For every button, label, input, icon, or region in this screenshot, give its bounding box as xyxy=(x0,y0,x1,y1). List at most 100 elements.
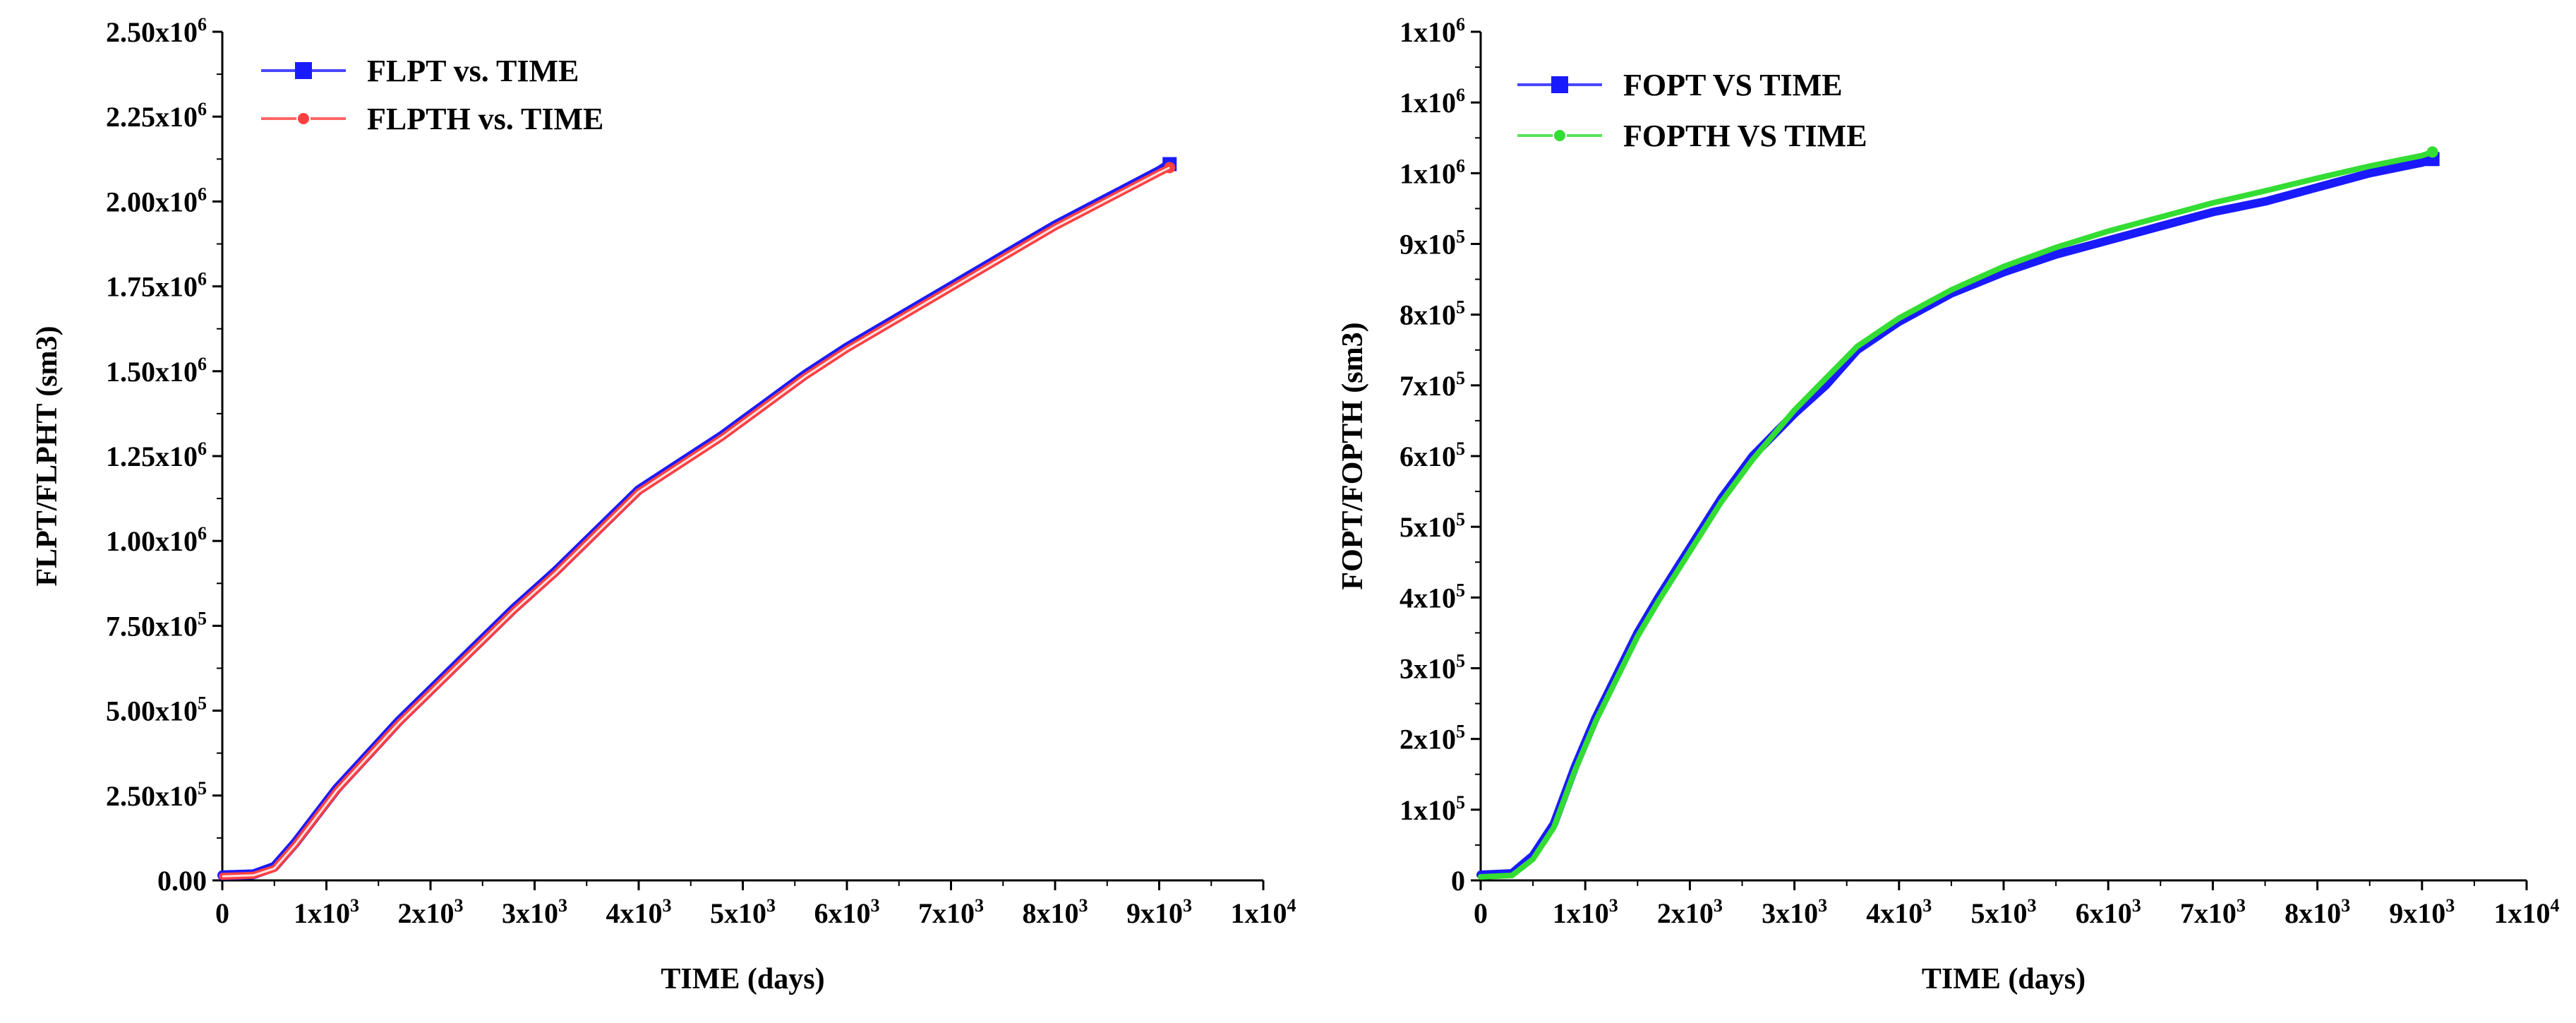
y-tick-label: 1x105 xyxy=(1400,792,1465,826)
x-tick-label-exp: 3 xyxy=(350,895,359,916)
y-tick-label-base: 3x10 xyxy=(1400,653,1456,685)
x-tick-label: 6x103 xyxy=(814,895,880,929)
x-tick-label-exp: 3 xyxy=(2341,895,2350,916)
x-tick-label-exp: 3 xyxy=(975,895,984,916)
x-tick-label: 5x103 xyxy=(710,895,776,929)
y-tick-label-base: 6x10 xyxy=(1400,441,1456,472)
x-tick-label-exp: 3 xyxy=(558,895,567,916)
y-tick-label-exp: 5 xyxy=(198,608,207,628)
y-tick-label: 5x105 xyxy=(1400,509,1465,543)
x-tick-label-base: 4x10 xyxy=(606,897,663,929)
x-tick-label-exp: 3 xyxy=(1183,895,1192,916)
y-tick-label-exp: 6 xyxy=(1456,14,1465,35)
series-line-1 xyxy=(217,159,1175,880)
y-tick-label: 1x106 xyxy=(1400,14,1465,48)
x-tick-label-base: 2x10 xyxy=(1657,897,1714,929)
x-tick-label-base: 5x10 xyxy=(710,897,766,929)
y-tick-label-exp: 5 xyxy=(1456,438,1465,459)
series-line-2 xyxy=(219,164,1174,880)
x-tick-label-base: 3x10 xyxy=(502,897,558,929)
x-tick-label-base: 1x10 xyxy=(2494,897,2551,929)
y-tick-label: 2.25x106 xyxy=(106,99,207,133)
legend-circle-marker xyxy=(296,112,311,126)
y-tick-label: 8x105 xyxy=(1400,297,1465,331)
x-tick-label-exp: 3 xyxy=(1818,895,1827,916)
y-tick-label-exp: 6 xyxy=(198,438,207,459)
x-tick-label-base: 1x10 xyxy=(294,897,350,929)
y-tick-label: 7x105 xyxy=(1400,368,1465,402)
x-tick-label: 4x103 xyxy=(606,895,672,929)
x-tick-label: 6x103 xyxy=(2076,895,2141,929)
x-tick-label-base: 2x10 xyxy=(398,897,455,929)
x-tick-label: 3x103 xyxy=(502,895,567,929)
x-tick-label-base: 9x10 xyxy=(1126,897,1183,929)
x-tick-label-exp: 3 xyxy=(1079,895,1088,916)
y-tick-label-base: 5x10 xyxy=(1400,511,1456,543)
x-tick-label: 1x103 xyxy=(294,895,359,929)
y-tick-label-exp: 6 xyxy=(1456,85,1465,105)
y-tick-label-base: 1.25x10 xyxy=(106,441,198,472)
x-tick-label-base: 7x10 xyxy=(918,897,975,929)
y-tick-label-base: 2.00x10 xyxy=(106,186,198,217)
y-axis-title: FLPT/FLPHT (sm3) xyxy=(31,325,64,586)
x-tick-label-exp: 4 xyxy=(1287,895,1296,916)
x-tick-label: 1x103 xyxy=(1553,895,1618,929)
y-tick-label-base: 1x10 xyxy=(1400,157,1456,189)
y-tick-label: 2x105 xyxy=(1400,722,1465,755)
x-tick-label-base: 8x10 xyxy=(2285,897,2341,929)
x-tick-label-base: 1x10 xyxy=(1231,897,1287,929)
y-tick-label-exp: 5 xyxy=(1456,792,1465,813)
legend-label-1: FLPT vs. TIME xyxy=(367,54,579,88)
legend-square-marker xyxy=(295,62,312,79)
legend-square-marker xyxy=(1551,76,1568,93)
y-tick-label: 2.00x106 xyxy=(106,184,207,217)
x-tick-label-exp: 3 xyxy=(2237,895,2246,916)
y-tick-label: 9x105 xyxy=(1400,227,1465,261)
y-tick-label: 0.00 xyxy=(157,865,207,897)
x-tick-label-base: 5x10 xyxy=(1971,897,2028,929)
x-tick-label: 0 xyxy=(215,897,229,929)
x-axis-title: TIME (days) xyxy=(1922,963,2086,995)
y-tick-label-exp: 6 xyxy=(198,269,207,289)
y-tick-label-exp: 5 xyxy=(1456,651,1465,671)
series-line-1 xyxy=(1476,155,2437,879)
y-tick-label-exp: 6 xyxy=(1456,155,1465,176)
x-tick-label-base: 8x10 xyxy=(1023,897,1079,929)
y-tick-label-exp: 5 xyxy=(1456,509,1465,530)
x-tick-label-exp: 3 xyxy=(663,895,672,916)
x-tick-label: 9x103 xyxy=(1126,895,1192,929)
x-tick-label: 2x103 xyxy=(398,895,464,929)
x-tick-label: 2x103 xyxy=(1657,895,1723,929)
y-tick-label: 1x106 xyxy=(1400,155,1465,189)
y-tick-label-exp: 5 xyxy=(1456,580,1465,600)
y-tick-label-base: 2.50x10 xyxy=(106,780,198,812)
x-tick-label-base: 3x10 xyxy=(1762,897,1818,929)
chart-flpt: 0 1x103 2x103 3x103 4x103 5x103 6x103 7x103 8x10… xyxy=(31,14,1296,995)
y-tick-label-exp: 5 xyxy=(198,778,207,798)
x-tick-label-base: 9x10 xyxy=(2389,897,2445,929)
series-line-highlight xyxy=(222,166,1170,878)
y-tick-label-exp: 6 xyxy=(198,354,207,374)
x-tick-label-exp: 3 xyxy=(1714,895,1723,916)
x-axis-title: TIME (days) xyxy=(661,963,824,995)
legend-label-1: FOPT VS TIME xyxy=(1623,68,1843,102)
y-tick-label-exp: 6 xyxy=(198,14,207,35)
y-tick-label-base: 7x10 xyxy=(1400,370,1456,402)
x-tick-label: 7x103 xyxy=(918,895,984,929)
x-tick-label: 7x103 xyxy=(2180,895,2246,929)
x-tick-label-base: 4x10 xyxy=(1866,897,1922,929)
x-tick-label-exp: 3 xyxy=(766,895,776,916)
x-tick-label-base: 0 xyxy=(215,897,229,929)
y-tick-label: 2.50x105 xyxy=(106,778,207,812)
y-tick-label: 3x105 xyxy=(1400,651,1465,685)
x-tick-label: 5x103 xyxy=(1971,895,2037,929)
y-tick-label: 1.25x106 xyxy=(106,438,207,472)
x-tick-label: 0 xyxy=(1474,897,1488,929)
x-tick-label: 8x103 xyxy=(2285,895,2350,929)
y-tick-label: 1.75x106 xyxy=(106,269,207,303)
y-tick-label-base: 0.00 xyxy=(157,865,207,897)
x-tick-label: 9x103 xyxy=(2389,895,2455,929)
chart-fopt: 0 1x103 2x103 3x103 4x103 5x103 6x103 7x103 8x10… xyxy=(1337,14,2560,995)
y-tick-label-base: 1.50x10 xyxy=(106,356,198,388)
